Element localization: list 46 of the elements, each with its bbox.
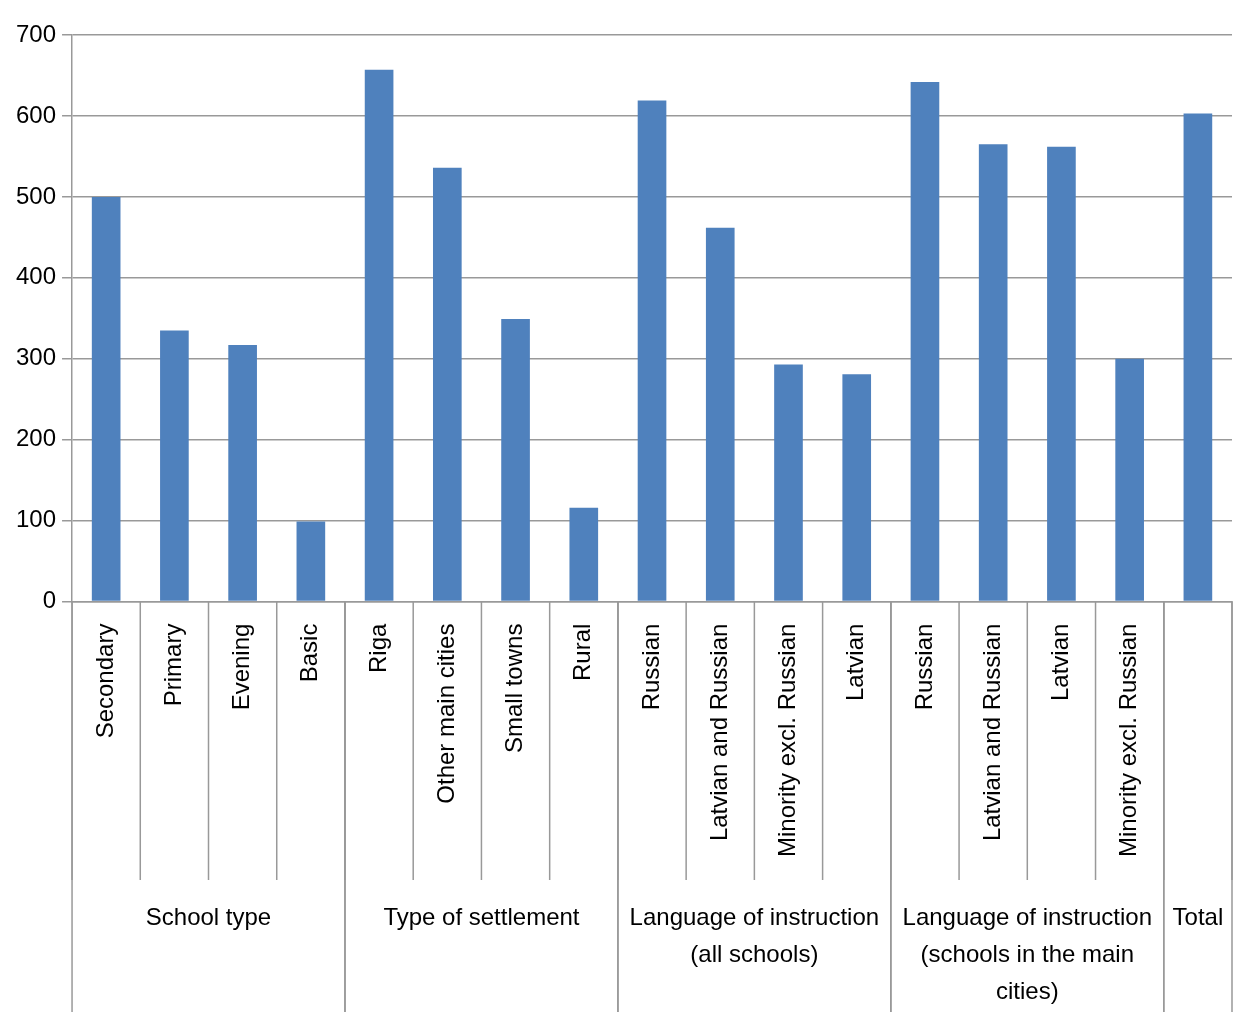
- x-tick-label: Other main cities: [431, 623, 459, 804]
- bar: [978, 144, 1008, 601]
- bar: [842, 374, 872, 601]
- y-tick-label: 400: [16, 262, 57, 290]
- text: Type of settlement: [383, 902, 580, 930]
- y-tick-label: 600: [16, 100, 57, 128]
- x-tick-label: Primary: [159, 623, 187, 707]
- bar: [637, 100, 667, 601]
- y-tick-label: 100: [16, 505, 57, 533]
- bar: [705, 227, 735, 601]
- bar: [432, 167, 462, 601]
- x-tick-label: Basic: [295, 623, 323, 683]
- bar: [910, 81, 940, 601]
- x-tick-label: Small towns: [500, 623, 528, 753]
- x-tick-label: Minority excl. Russian: [1114, 623, 1142, 857]
- bar: [91, 196, 121, 601]
- bar: [160, 330, 189, 601]
- x-tick-label: Russian: [909, 623, 937, 711]
- x-tick-label: Riga: [363, 622, 391, 673]
- x-tick-label: Secondary: [90, 623, 118, 739]
- x-tick-label: Latvian: [841, 623, 869, 701]
- text: Language of instruction (all schools): [629, 902, 880, 967]
- x-tick-label: Evening: [227, 623, 255, 711]
- text: School type: [145, 902, 272, 930]
- y-tick-label: 700: [16, 19, 57, 47]
- bar: [364, 69, 394, 601]
- x-tick-label: Latvian and Russian: [704, 623, 732, 842]
- bar: [1115, 358, 1144, 601]
- x-tick-label: Latvian and Russian: [977, 623, 1005, 842]
- bar: [1183, 113, 1213, 601]
- y-tick-label: 200: [16, 424, 57, 452]
- bar: [296, 521, 326, 601]
- x-tick-label: Russian: [636, 623, 664, 711]
- y-tick-label: 300: [16, 343, 57, 371]
- y-tick-label: 500: [16, 181, 57, 209]
- x-tick-label: Minority excl. Russian: [773, 623, 801, 857]
- bar: [569, 507, 599, 601]
- bar: [501, 319, 530, 601]
- bar: [1047, 146, 1076, 601]
- text: Total: [1172, 902, 1224, 930]
- text: Language of instruction (schools in the main cities): [902, 902, 1153, 1004]
- y-tick-label: 0: [42, 586, 57, 614]
- x-tick-label: Rural: [568, 623, 596, 681]
- bar: [228, 345, 257, 601]
- x-tick-label: Latvian: [1046, 623, 1074, 701]
- bar: [774, 364, 803, 601]
